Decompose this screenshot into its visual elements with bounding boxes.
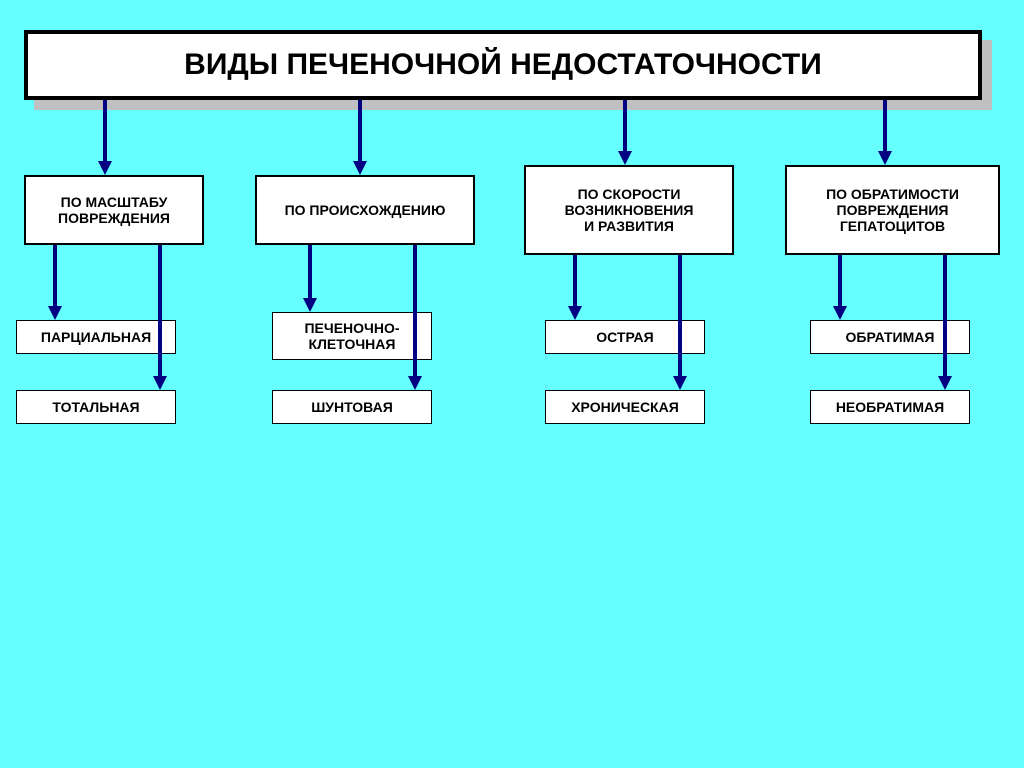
arrow-line [103, 100, 107, 161]
arrow-line [943, 255, 947, 376]
arrow-line [158, 245, 162, 376]
leaf-box: НЕОБРАТИМАЯ [810, 390, 970, 424]
arrow-head-icon [353, 161, 367, 175]
leaf-box: ХРОНИЧЕСКАЯ [545, 390, 705, 424]
category-box-reversibility: ПО ОБРАТИМОСТИ ПОВРЕЖДЕНИЯ ГЕПАТОЦИТОВ [785, 165, 1000, 255]
leaf-box: ПЕЧЕНОЧНО- КЛЕТОЧНАЯ [272, 312, 432, 360]
arrow-line [678, 255, 682, 376]
arrow-head-icon [673, 376, 687, 390]
arrow-line [53, 245, 57, 306]
arrow-head-icon [938, 376, 952, 390]
arrow-line [573, 255, 577, 306]
leaf-box: ТОТАЛЬНАЯ [16, 390, 176, 424]
title-box: ВИДЫ ПЕЧЕНОЧНОЙ НЕДОСТАТОЧНОСТИ [24, 30, 982, 100]
arrow-line [413, 245, 417, 376]
arrow-head-icon [568, 306, 582, 320]
category-box-origin: ПО ПРОИСХОЖДЕНИЮ [255, 175, 475, 245]
arrow-line [838, 255, 842, 306]
arrow-head-icon [408, 376, 422, 390]
arrow-head-icon [833, 306, 847, 320]
arrow-line [308, 245, 312, 298]
leaf-box: ПАРЦИАЛЬНАЯ [16, 320, 176, 354]
arrow-head-icon [98, 161, 112, 175]
arrow-head-icon [618, 151, 632, 165]
category-box-speed: ПО СКОРОСТИ ВОЗНИКНОВЕНИЯ И РАЗВИТИЯ [524, 165, 734, 255]
arrow-head-icon [153, 376, 167, 390]
arrow-head-icon [303, 298, 317, 312]
diagram-canvas: ВИДЫ ПЕЧЕНОЧНОЙ НЕДОСТАТОЧНОСТИ ПО МАСШТА… [0, 0, 1024, 768]
arrow-line [883, 100, 887, 151]
arrow-line [358, 100, 362, 161]
arrow-head-icon [48, 306, 62, 320]
category-box-scale: ПО МАСШТАБУ ПОВРЕЖДЕНИЯ [24, 175, 204, 245]
arrow-head-icon [878, 151, 892, 165]
leaf-box: ШУНТОВАЯ [272, 390, 432, 424]
arrow-line [623, 100, 627, 151]
